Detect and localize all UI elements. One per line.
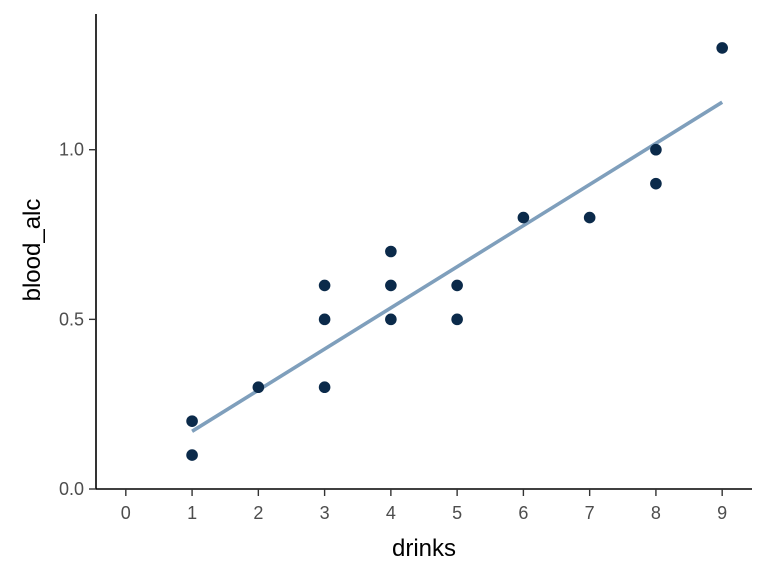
- x-tick-label: 1: [187, 503, 197, 523]
- data-point: [385, 245, 397, 258]
- data-point: [186, 449, 198, 461]
- x-tick-label: 5: [452, 503, 462, 523]
- data-point: [451, 313, 463, 326]
- y-tick-label: 1.0: [59, 140, 84, 160]
- x-tick-label: 2: [253, 503, 263, 523]
- plot-area: 0 1 2 3 4 5 6 7 8 9 0.0 0.5 1.0: [59, 14, 752, 523]
- x-axis-ticks: 0 1 2 3 4 5 6 7 8 9: [121, 489, 727, 523]
- data-point: [318, 381, 331, 394]
- data-point: [252, 381, 265, 394]
- x-tick-label: 3: [320, 503, 330, 523]
- data-point: [385, 279, 397, 292]
- y-axis-ticks: 0.0 0.5 1.0: [59, 140, 96, 499]
- data-point: [385, 313, 397, 326]
- y-axis-title: blood_alc: [19, 199, 46, 302]
- y-tick-label: 0.0: [59, 479, 84, 499]
- x-tick-label: 9: [717, 503, 727, 523]
- data-point: [650, 143, 662, 156]
- data-point: [186, 415, 198, 427]
- y-tick-label: 0.5: [59, 309, 84, 329]
- data-point: [583, 211, 596, 224]
- x-axis-title: drinks: [392, 535, 456, 562]
- data-point: [716, 42, 728, 54]
- data-point: [517, 211, 530, 224]
- x-tick-label: 7: [585, 503, 595, 523]
- data-point: [451, 279, 463, 292]
- data-points: [186, 42, 728, 461]
- regression-line: [191, 100, 724, 433]
- x-tick-label: 6: [518, 503, 528, 523]
- data-point: [650, 177, 662, 190]
- x-tick-label: 0: [121, 503, 131, 523]
- x-tick-label: 4: [386, 503, 396, 523]
- fit-line-group: [191, 100, 724, 433]
- data-point: [318, 279, 331, 292]
- data-point: [318, 313, 331, 326]
- x-tick-label: 8: [651, 503, 661, 523]
